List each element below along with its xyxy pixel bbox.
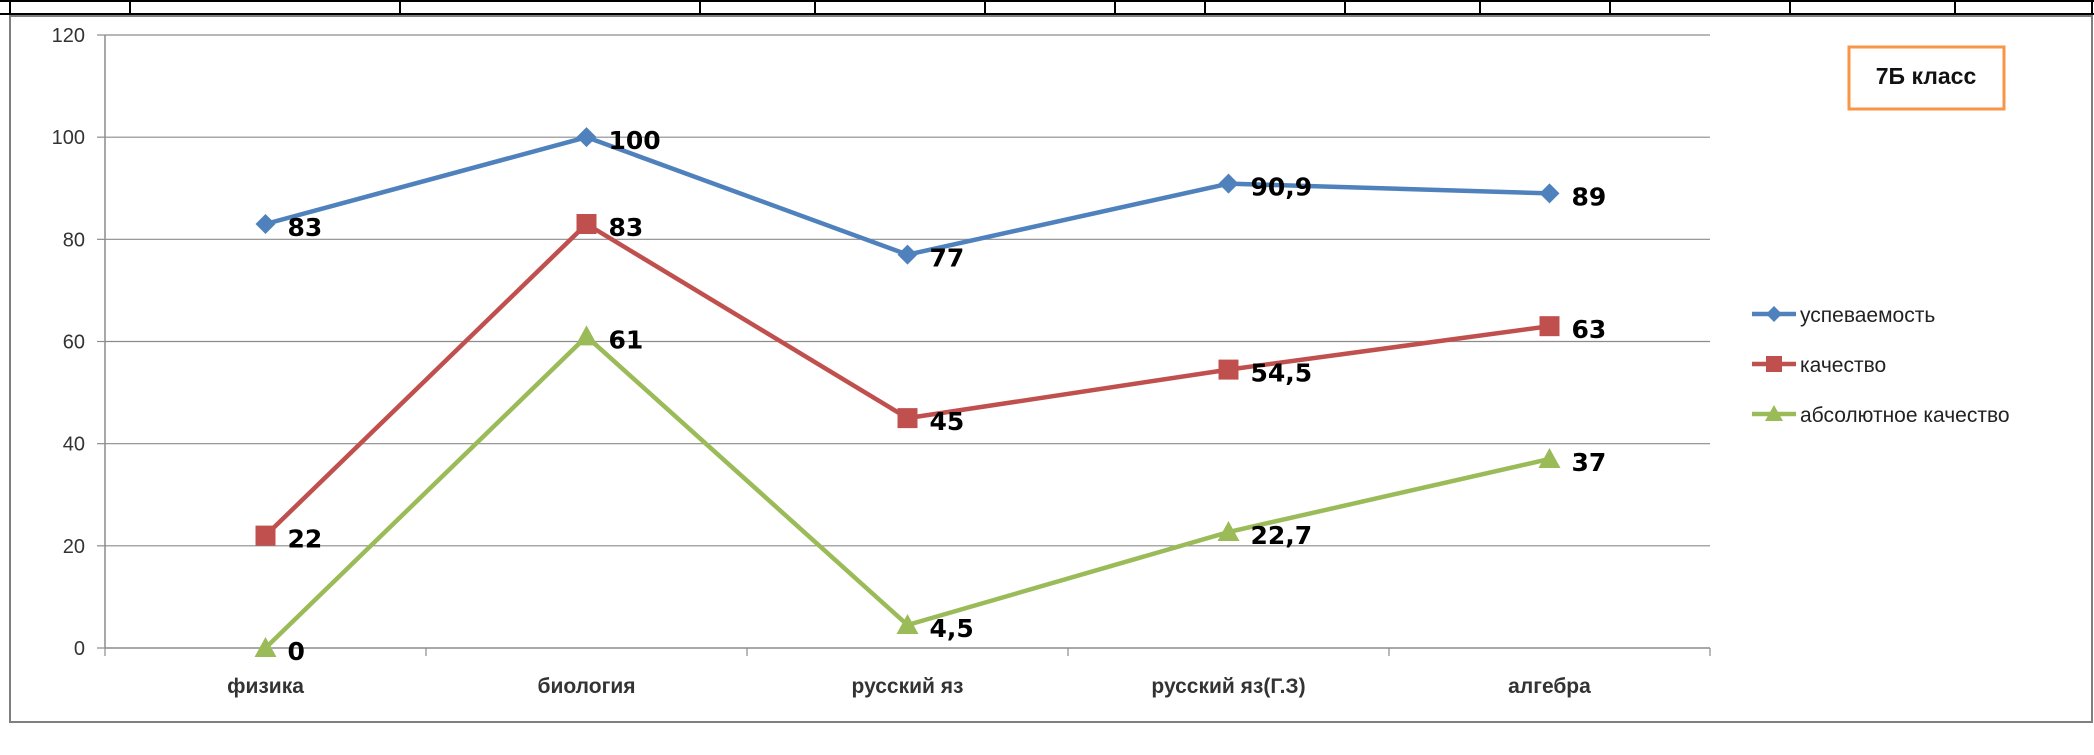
y-tick-label: 120 [52,25,85,47]
data-label: 37 [1572,448,1607,477]
y-tick-label: 40 [63,434,85,456]
marker-diamond [576,127,597,148]
data-label: 61 [609,325,644,354]
data-label: 77 [930,244,965,273]
data-labels: 83 100 77 90,9 89 22 83 45 54,5 63 0 61 4,5 22,7 37 [288,126,1607,666]
series-0 [255,127,1560,265]
marker-diamond [897,244,918,265]
marker-square [897,408,918,429]
marker-diamond [1218,173,1239,194]
marker-diamond [1539,183,1560,204]
chart-title: 7Б класс [1876,63,1977,89]
x-tick-label: алгебра [1508,675,1591,698]
data-label: 22,7 [1251,521,1313,550]
chart-frame [9,15,2093,723]
marker-square [1218,359,1239,380]
marker-square [576,214,597,235]
marker-triangle [896,614,919,635]
data-label: 54,5 [1251,359,1313,388]
marker-diamond [1766,306,1782,322]
x-tick-label: русский яз(Г.З) [1151,675,1305,698]
data-label: 83 [288,213,323,242]
data-label: 45 [930,407,965,436]
data-label: 63 [1572,315,1607,344]
y-tick-label: 20 [63,536,85,558]
data-label: 100 [609,126,661,155]
data-label: 0 [288,637,305,666]
legend: успеваемость качество абсолютное качество [1752,304,2010,427]
y-tick-label: 80 [63,229,85,251]
marker-triangle [254,637,277,657]
marker-diamond [255,214,276,235]
y-tick-label: 0 [74,638,85,660]
axes [97,34,1711,656]
legend-item: качество [1752,354,1886,377]
data-label: 83 [609,213,644,242]
y-tick-label: 60 [63,332,85,354]
x-tick-label: русский яз [852,675,964,698]
marker-square [255,525,276,546]
title-box: 7Б класс [1847,45,2006,111]
series-1 [255,214,1560,546]
data-label: 90,9 [1251,173,1313,202]
marker-triangle [1765,405,1783,421]
marker-triangle [1538,447,1561,468]
legend-label: абсолютное качество [1800,404,2010,427]
table-remnant [0,0,2094,15]
marker-square [1539,316,1560,337]
legend-item: успеваемость [1752,304,1935,327]
legend-label: качество [1800,354,1886,377]
x-tick-label: физика [227,675,304,698]
y-tick-labels: 0 20 40 60 80 100 120 [52,25,85,660]
data-label: 89 [1572,182,1607,211]
marker-triangle [1217,521,1240,542]
marker-square [1766,356,1782,372]
marker-triangle [575,325,598,346]
y-tick-label: 100 [52,127,85,149]
series [254,127,1561,657]
data-label: 4,5 [930,614,974,643]
data-label: 22 [288,525,323,554]
x-tick-label: биология [538,675,636,698]
x-tick-labels: физика биология русский яз русский яз(Г.З) а… [227,675,1591,698]
legend-label: успеваемость [1800,304,1935,327]
title-border [1847,45,2006,111]
legend-item: абсолютное качество [1752,404,2010,427]
series-2 [254,325,1561,657]
